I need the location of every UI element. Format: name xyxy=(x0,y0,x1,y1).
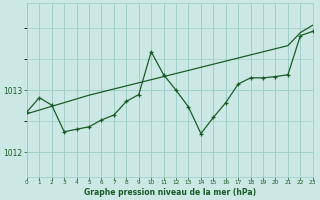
X-axis label: Graphe pression niveau de la mer (hPa): Graphe pression niveau de la mer (hPa) xyxy=(84,188,256,197)
